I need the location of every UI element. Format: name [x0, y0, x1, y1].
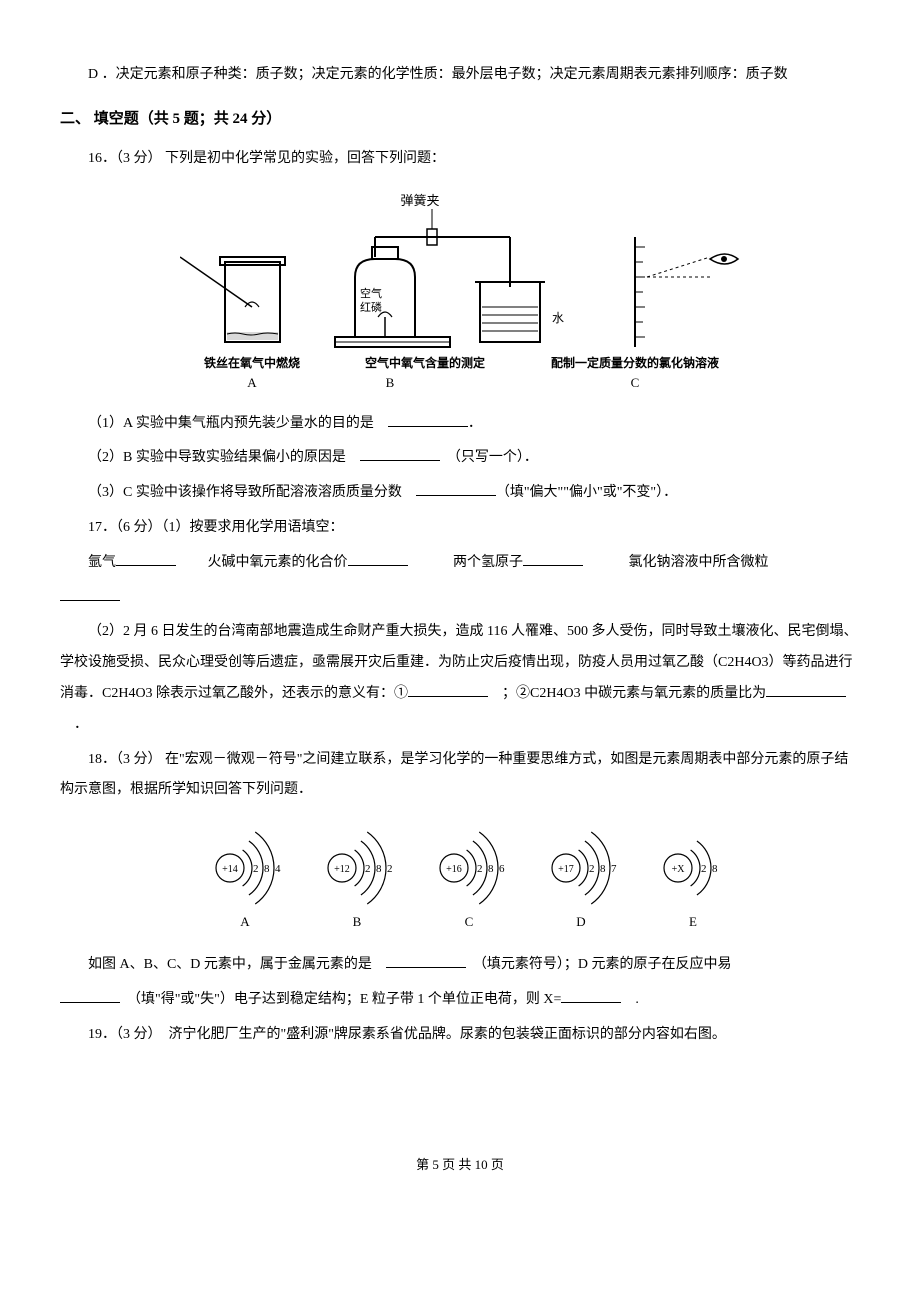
labelA: A	[247, 375, 257, 390]
capA: 铁丝在氧气中燃烧	[204, 355, 300, 370]
svg-text:8: 8	[264, 863, 270, 875]
q16-sub2-post: （只写一个）．	[440, 450, 538, 465]
q18-l1post: （填元素符号）；D 元素的原子在反应中易	[466, 957, 732, 972]
q17-para2: （2）2 月 6 日发生的台湾南部地震造成生命财产重大损失，造成 116 人罹难…	[60, 617, 860, 740]
svg-text:7: 7	[611, 863, 617, 875]
blank	[561, 989, 621, 1003]
capC: 配制一定质量分数的氯化钠溶液	[551, 355, 719, 370]
q18-l1pre: 如图 A、B、C、D 元素中，属于金属元素的是	[88, 957, 386, 972]
q18-l2mid: （填"得"或"失"）电子达到稳定结构；E 粒子带 1 个单位正电荷，则 X=	[120, 992, 561, 1007]
q18-line1: 如图 A、B、C、D 元素中，属于金属元素的是 （填元素符号）；D 元素的原子在…	[60, 950, 860, 981]
q19-intro: 19．（3 分） 济宁化肥厂生产的"盛利源"牌尿素系省优品牌。尿素的包装袋正面标…	[60, 1020, 860, 1051]
q17-h2: 两个氢原子	[411, 555, 523, 570]
q18-intro: 18．（3 分） 在"宏观－微观－符号"之间建立联系，是学习化学的一种重要思维方…	[60, 745, 860, 807]
q17-nacl: 氯化钠溶液中所含微粒	[587, 555, 769, 570]
q17-huojian: 火碱中氧元素的化合价	[180, 555, 348, 570]
svg-text:E: E	[689, 914, 697, 929]
svg-text:+16: +16	[446, 864, 462, 875]
water-label: 水	[552, 311, 564, 325]
q16-sub1: （1）A 实验中集气瓶内预先装少量水的目的是 ．	[60, 409, 860, 440]
q17-line1: 氩气 火碱中氧元素的化合价 两个氢原子 氯化钠溶液中所含微粒	[60, 548, 860, 579]
air-label: 空气	[360, 286, 382, 300]
q16-figure: 弹簧夹 空气 红磷 水	[60, 187, 860, 397]
q16-sub3-pre: （3）C 实验中该操作将导致所配溶液溶质质量分数	[88, 485, 416, 500]
svg-text:2: 2	[701, 863, 707, 875]
blank	[416, 482, 496, 496]
page-footer: 第 5 页 共 10 页	[60, 1151, 860, 1180]
svg-text:D: D	[576, 914, 585, 929]
blank	[523, 552, 583, 566]
q17-p2c: ．	[60, 717, 88, 732]
q17-argon: 氩气	[88, 555, 116, 570]
q16-sub3-post: （填"偏大""偏小"或"不变"）．	[496, 485, 677, 500]
q16-sub1-pre: （1）A 实验中集气瓶内预先装少量水的目的是	[88, 416, 388, 431]
q16-sub3: （3）C 实验中该操作将导致所配溶液溶质质量分数 （填"偏大""偏小"或"不变"…	[60, 478, 860, 509]
q17-intro: 17．（6 分）（1）按要求用化学用语填空：	[60, 513, 860, 544]
blank	[388, 413, 468, 427]
svg-text:2: 2	[477, 863, 483, 875]
svg-text:+X: +X	[672, 864, 686, 875]
svg-text:B: B	[353, 914, 362, 929]
q18-figure: +14284A+12282B+16286C+17287D+X28E	[60, 818, 860, 938]
svg-text:+17: +17	[558, 864, 574, 875]
svg-text:6: 6	[499, 863, 505, 875]
clip-label: 弹簧夹	[400, 193, 439, 208]
svg-text:8: 8	[376, 863, 382, 875]
svg-text:+14: +14	[222, 864, 238, 875]
capB: 空气中氧气含量的测定	[365, 355, 485, 370]
q16-sub1-post: ．	[468, 416, 482, 431]
blank	[60, 989, 120, 1003]
q16-sub2: （2）B 实验中导致实验结果偏小的原因是 （只写一个）．	[60, 443, 860, 474]
blank	[408, 683, 488, 697]
section-title: 二、 填空题（共 5 题；共 24 分）	[60, 103, 860, 136]
labelB: B	[386, 375, 395, 390]
blank	[348, 552, 408, 566]
hongp-label: 红磷	[360, 301, 382, 314]
blank	[386, 954, 466, 968]
option-d-text: D ．决定元素和原子种类：质子数；决定元素的化学性质：最外层电子数；决定元素周期…	[60, 60, 860, 91]
blank	[116, 552, 176, 566]
q18-l2end: .	[621, 992, 639, 1007]
blank	[60, 587, 120, 601]
q17-cont-blank	[60, 583, 860, 614]
blank	[360, 447, 440, 461]
q17-p2b: ；②C2H4O3 中碳元素与氧元素的质量比为	[488, 686, 766, 701]
svg-text:2: 2	[387, 863, 393, 875]
svg-text:A: A	[240, 914, 250, 929]
svg-text:+12: +12	[334, 864, 350, 875]
svg-text:2: 2	[589, 863, 595, 875]
svg-text:2: 2	[365, 863, 371, 875]
q16-sub2-pre: （2）B 实验中导致实验结果偏小的原因是	[88, 450, 360, 465]
svg-text:8: 8	[600, 863, 606, 875]
labelC: C	[631, 375, 640, 390]
svg-text:4: 4	[275, 863, 281, 875]
q16-intro: 16．（3 分） 下列是初中化学常见的实验，回答下列问题：	[60, 144, 860, 175]
svg-text:C: C	[465, 914, 474, 929]
q18-line2: （填"得"或"失"）电子达到稳定结构；E 粒子带 1 个单位正电荷，则 X= .	[60, 985, 860, 1016]
svg-text:2: 2	[253, 863, 259, 875]
svg-text:8: 8	[712, 863, 718, 875]
blank	[766, 683, 846, 697]
svg-text:8: 8	[488, 863, 494, 875]
